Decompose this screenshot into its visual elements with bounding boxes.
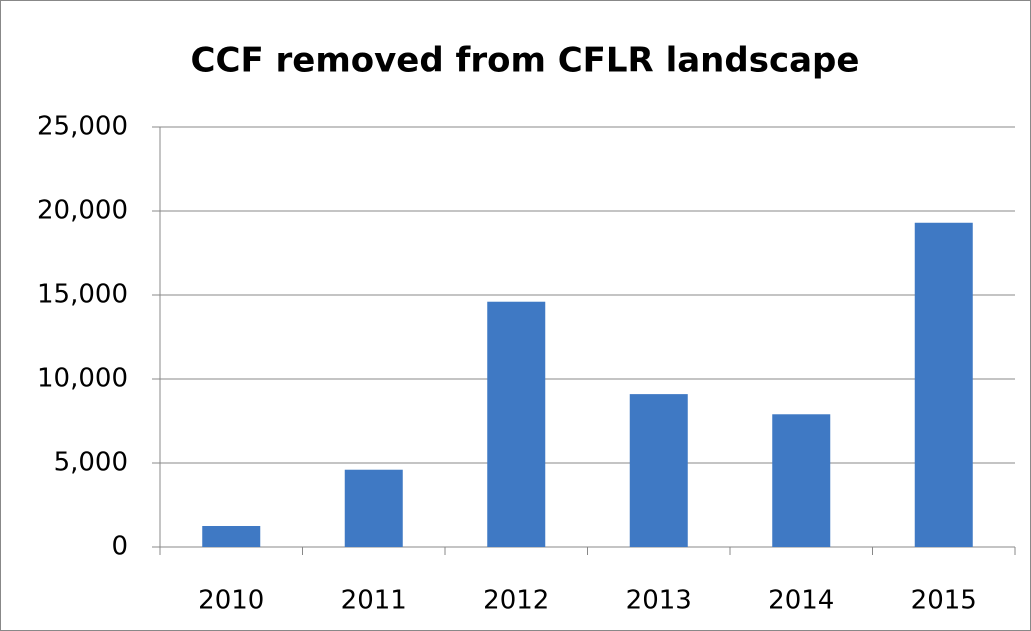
bar: [344, 469, 403, 547]
bar: [202, 526, 261, 547]
x-tick-label: 2014: [768, 586, 834, 616]
bar: [772, 414, 831, 547]
x-tick-label: 2011: [341, 586, 407, 616]
bar: [914, 222, 973, 547]
y-tick-label: 25,000: [37, 112, 128, 142]
y-tick-label: 15,000: [37, 280, 128, 310]
chart-title: CCF removed from CFLR landscape: [191, 41, 860, 81]
y-tick-label: 5,000: [54, 448, 128, 478]
x-tick-label: 2013: [626, 586, 692, 616]
x-tick-label: 2012: [483, 586, 549, 616]
bar: [629, 394, 688, 547]
bar: [487, 301, 546, 547]
y-tick-label: 0: [111, 532, 128, 562]
y-tick-label: 10,000: [37, 364, 128, 394]
x-tick-label: 2015: [911, 586, 977, 616]
x-tick-label: 2010: [198, 586, 264, 616]
y-tick-label: 20,000: [37, 196, 128, 226]
